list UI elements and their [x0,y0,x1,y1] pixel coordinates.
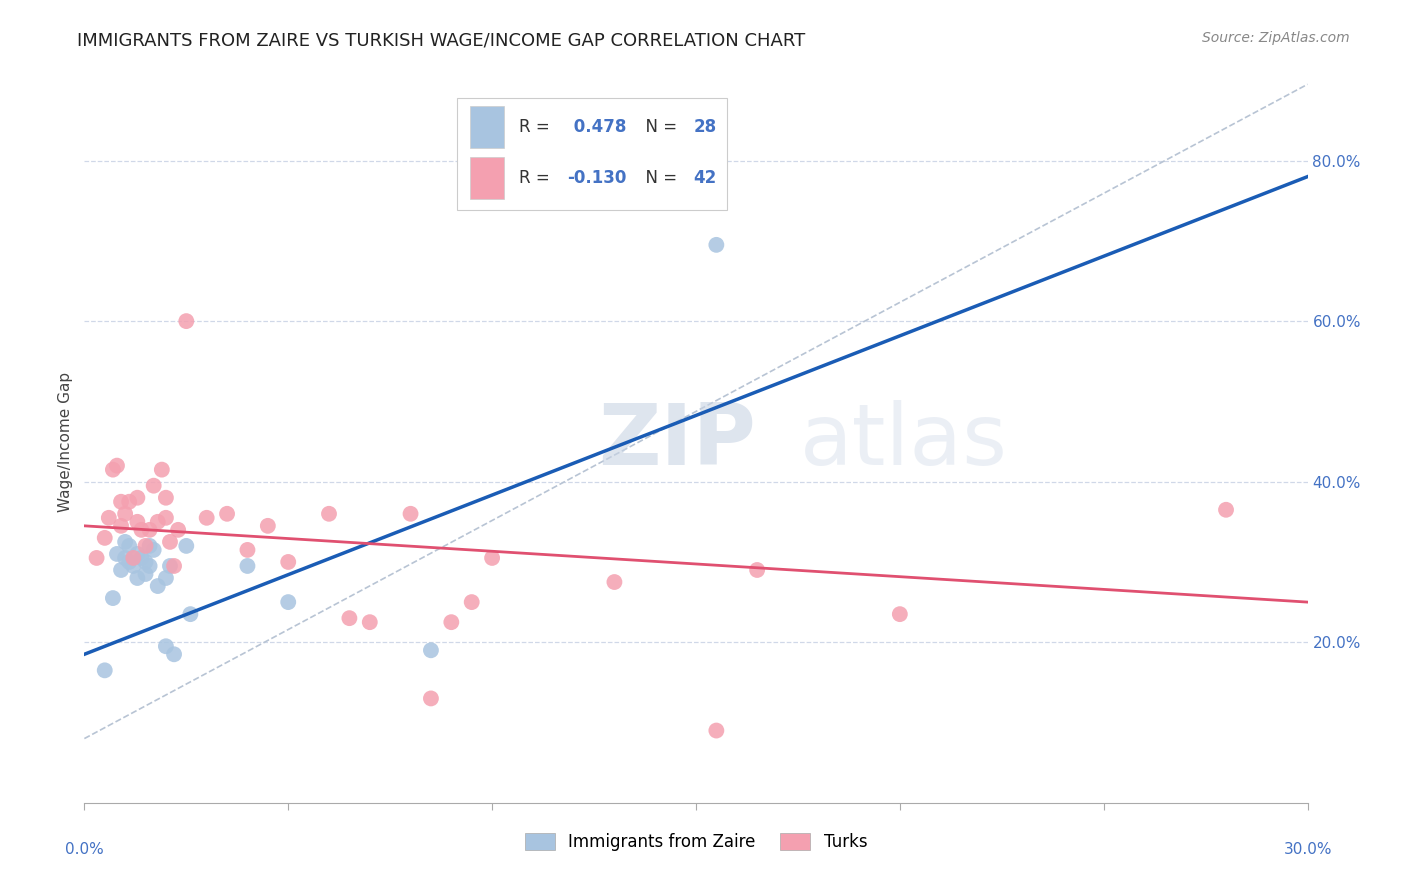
Point [481,550,503,566]
Point [127,491,149,505]
Point [101,462,124,476]
Point [110,494,132,508]
Point [146,579,169,593]
Text: N =: N = [636,119,682,136]
Point [122,550,145,566]
Point [131,523,153,537]
Point [118,494,141,508]
Point [127,547,149,561]
Point [138,539,160,553]
Point [114,550,136,566]
Text: 30.0%: 30.0% [1284,842,1331,856]
Point [114,507,136,521]
Point [603,574,626,589]
Point [420,691,443,706]
Point [339,611,361,625]
Text: ZIP: ZIP [598,400,756,483]
Point [114,534,136,549]
Point [135,555,157,569]
Point [122,558,145,574]
Text: 0.478: 0.478 [568,119,626,136]
FancyBboxPatch shape [470,157,503,199]
Point [163,648,186,662]
Point [138,558,160,574]
Point [159,534,181,549]
Point [179,607,201,621]
Point [195,510,218,524]
Text: IMMIGRANTS FROM ZAIRE VS TURKISH WAGE/INCOME GAP CORRELATION CHART: IMMIGRANTS FROM ZAIRE VS TURKISH WAGE/IN… [77,31,806,49]
Point [155,491,177,505]
Point [217,507,239,521]
Point [93,664,115,678]
Point [110,563,132,577]
Point [399,507,422,521]
Point [159,558,181,574]
Text: 28: 28 [693,119,717,136]
Point [277,555,299,569]
Point [167,523,190,537]
Point [86,550,108,566]
Point [127,571,149,585]
Point [747,563,769,577]
Point [118,555,141,569]
Point [440,615,463,630]
Point [135,567,157,582]
Point [706,723,728,738]
Text: N =: N = [636,169,682,186]
Point [174,314,197,328]
Point [97,510,120,524]
Y-axis label: Wage/Income Gap: Wage/Income Gap [58,371,73,512]
Point [127,515,149,529]
Point [135,539,157,553]
Point [277,595,299,609]
Text: R =: R = [519,169,554,186]
Point [155,571,177,585]
Point [155,639,177,653]
Text: R =: R = [519,119,554,136]
Point [105,458,128,473]
Point [1215,502,1237,516]
Point [142,542,165,557]
Point [142,478,165,492]
Point [110,518,132,533]
Point [889,607,911,621]
Point [359,615,381,630]
Text: Source: ZipAtlas.com: Source: ZipAtlas.com [1202,31,1350,45]
Point [118,539,141,553]
Point [236,558,259,574]
Text: -0.130: -0.130 [568,169,627,186]
Point [257,518,280,533]
FancyBboxPatch shape [457,98,727,211]
FancyBboxPatch shape [470,106,503,148]
Point [461,595,484,609]
Legend: Immigrants from Zaire, Turks: Immigrants from Zaire, Turks [516,825,876,860]
Point [706,237,728,252]
Point [163,558,186,574]
Text: 42: 42 [693,169,717,186]
Point [318,507,340,521]
Point [236,542,259,557]
Point [150,462,173,476]
Point [146,515,169,529]
Point [131,550,153,566]
Point [93,531,115,545]
Point [420,643,443,657]
Point [138,523,160,537]
Text: atlas: atlas [800,400,1008,483]
Text: 0.0%: 0.0% [65,842,104,856]
Point [101,591,124,605]
Point [174,539,197,553]
Point [105,547,128,561]
Point [155,510,177,524]
